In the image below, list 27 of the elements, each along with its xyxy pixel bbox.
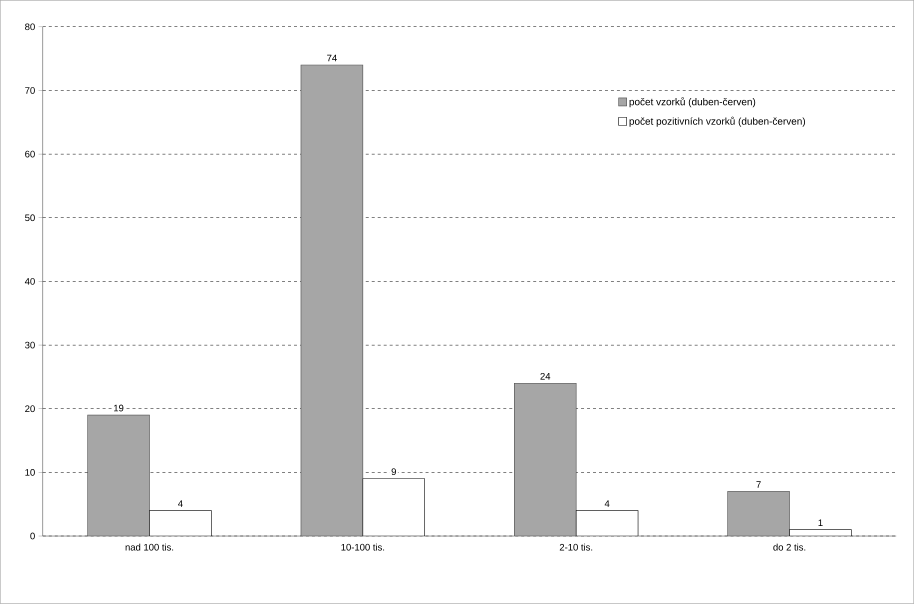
data-label: 4 [604,500,610,507]
y-tick-label: 10 [25,469,35,476]
data-label: 7 [756,481,761,488]
y-tick-label: 70 [25,87,35,94]
legend-label: počet pozitivních vzorků (duben-červen) [630,116,806,127]
x-tick-label: do 2 tis. [773,544,806,551]
y-tick-label: 60 [25,150,35,158]
data-label: 1 [818,520,823,526]
bar [727,491,790,536]
bar [300,64,364,536]
data-label: 9 [392,468,396,476]
data-label: 4 [178,500,183,507]
y-tick-label: 80 [25,24,35,30]
data-label: 24 [540,373,550,380]
x-tick-label: nad 100 tis. [126,544,174,551]
bar [514,383,576,536]
legend-label: počet vzorků (duben-červen) [630,97,756,108]
data-label: 19 [114,404,124,412]
bar [87,414,150,536]
y-tick-label: 50 [25,214,35,222]
y-tick-label: 40 [24,278,35,285]
y-tick-label: 30 [25,342,35,348]
y-tick-label: 20 [25,405,35,412]
y-tick-label: 0 [30,532,35,540]
x-tick-label: 10-100 tis. [341,544,384,551]
data-label: 74 [327,54,337,62]
x-tick-label: 2-10 tis. [560,544,592,551]
